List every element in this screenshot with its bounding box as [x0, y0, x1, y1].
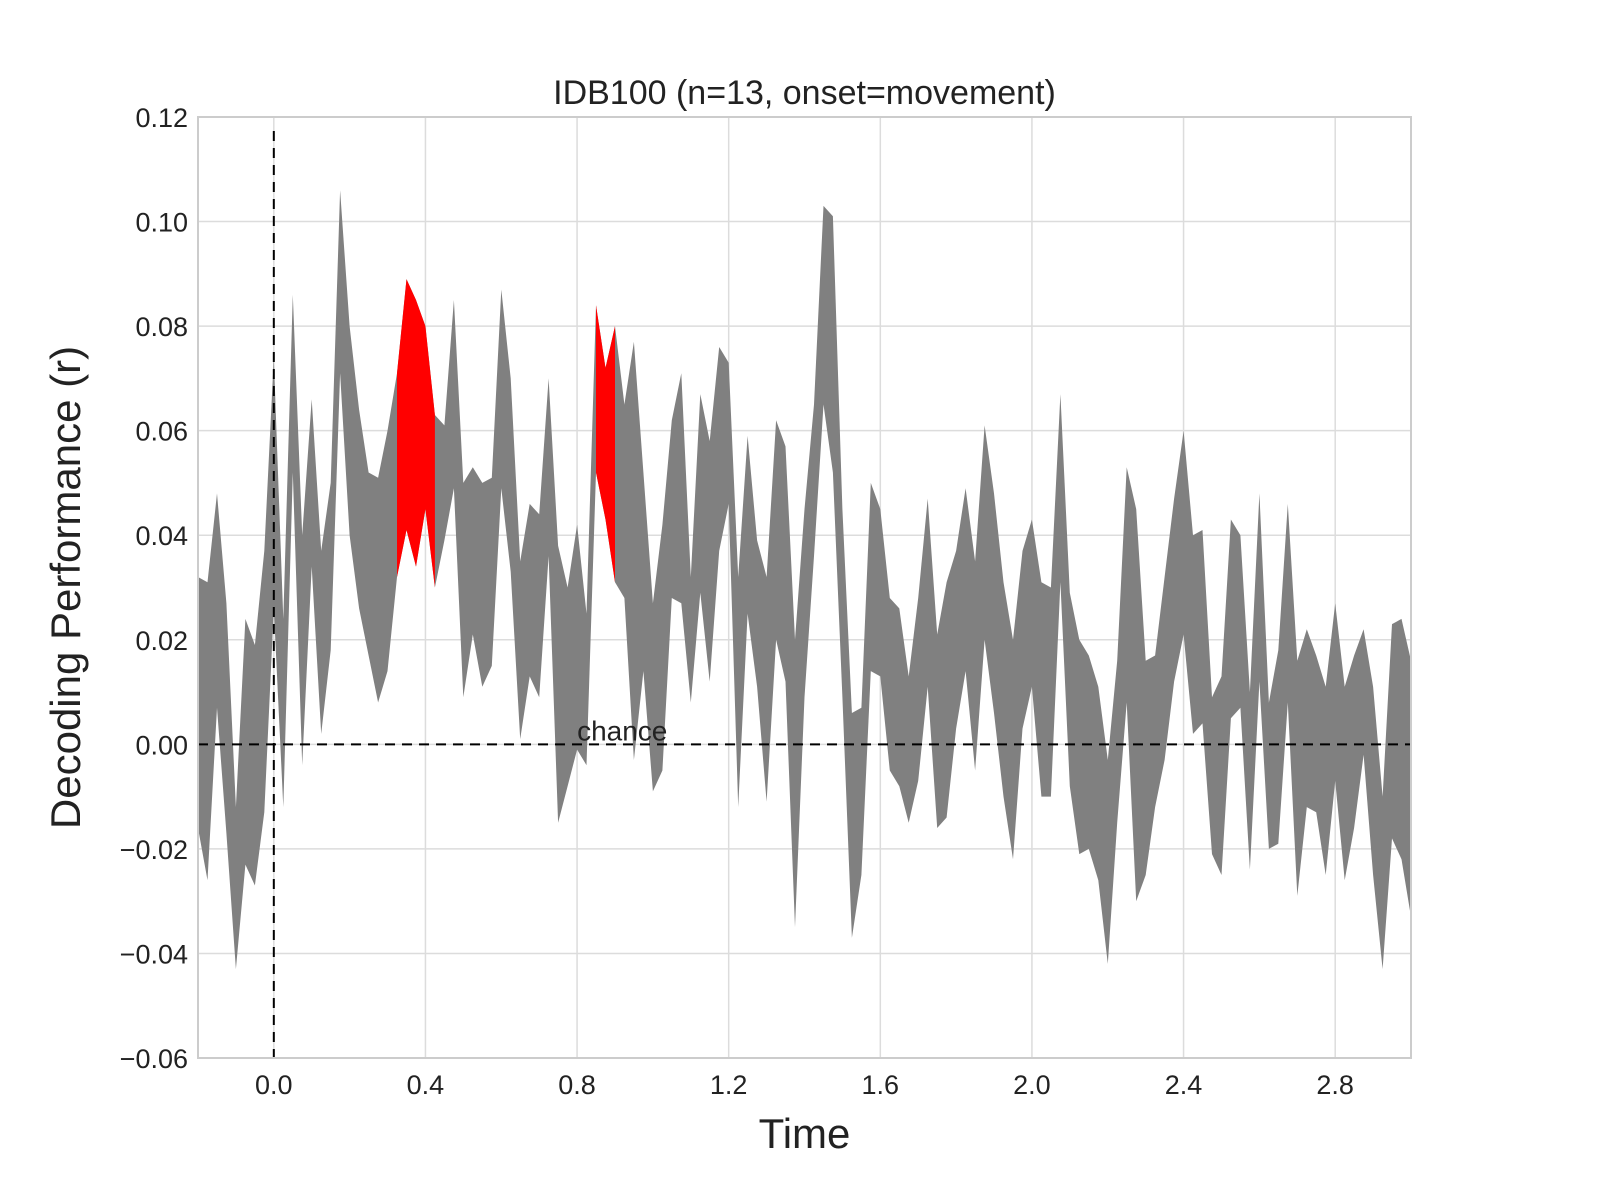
x-tick-label: 2.8: [1316, 1070, 1354, 1100]
y-tick-label: 0.02: [135, 626, 188, 656]
x-tick-label: 0.0: [255, 1070, 293, 1100]
y-tick-label: −0.02: [120, 835, 188, 865]
x-tick-label: 0.4: [407, 1070, 445, 1100]
chance-label: chance: [577, 715, 667, 746]
chart-title: IDB100 (n=13, onset=movement): [553, 74, 1056, 112]
y-axis-title: Decoding Performance (r): [42, 346, 89, 829]
x-axis-ticks: 0.0 0.4 0.8 1.2 1.6 2.0 2.4 2.8: [255, 1070, 1354, 1100]
y-axis-ticks: 0.12 0.10 0.08 0.06 0.04 0.02 0.00 −0.02 −0.04 −0…: [120, 103, 188, 1074]
y-tick-label: 0.12: [135, 103, 188, 133]
confidence-band: [198, 190, 1411, 970]
x-tick-label: 1.2: [710, 1070, 748, 1100]
y-tick-label: 0.08: [135, 312, 188, 342]
significant-intervals: [397, 279, 615, 588]
decoding-band: [198, 190, 1411, 970]
x-axis-title: Time: [759, 1110, 851, 1157]
significant-band: [397, 279, 435, 588]
y-tick-label: −0.04: [120, 939, 188, 969]
x-tick-label: 1.6: [862, 1070, 900, 1100]
y-tick-label: 0.04: [135, 521, 188, 551]
x-tick-label: 2.0: [1013, 1070, 1051, 1100]
significant-band: [596, 305, 615, 583]
x-tick-label: 2.4: [1165, 1070, 1203, 1100]
reference-lines: [198, 131, 1411, 1058]
y-tick-label: 0.10: [135, 208, 188, 238]
x-tick-label: 0.8: [558, 1070, 596, 1100]
y-tick-label: 0.06: [135, 417, 188, 447]
plot-frame: [197, 116, 1412, 1059]
y-tick-label: 0.00: [135, 730, 188, 760]
y-tick-label: −0.06: [120, 1044, 188, 1074]
